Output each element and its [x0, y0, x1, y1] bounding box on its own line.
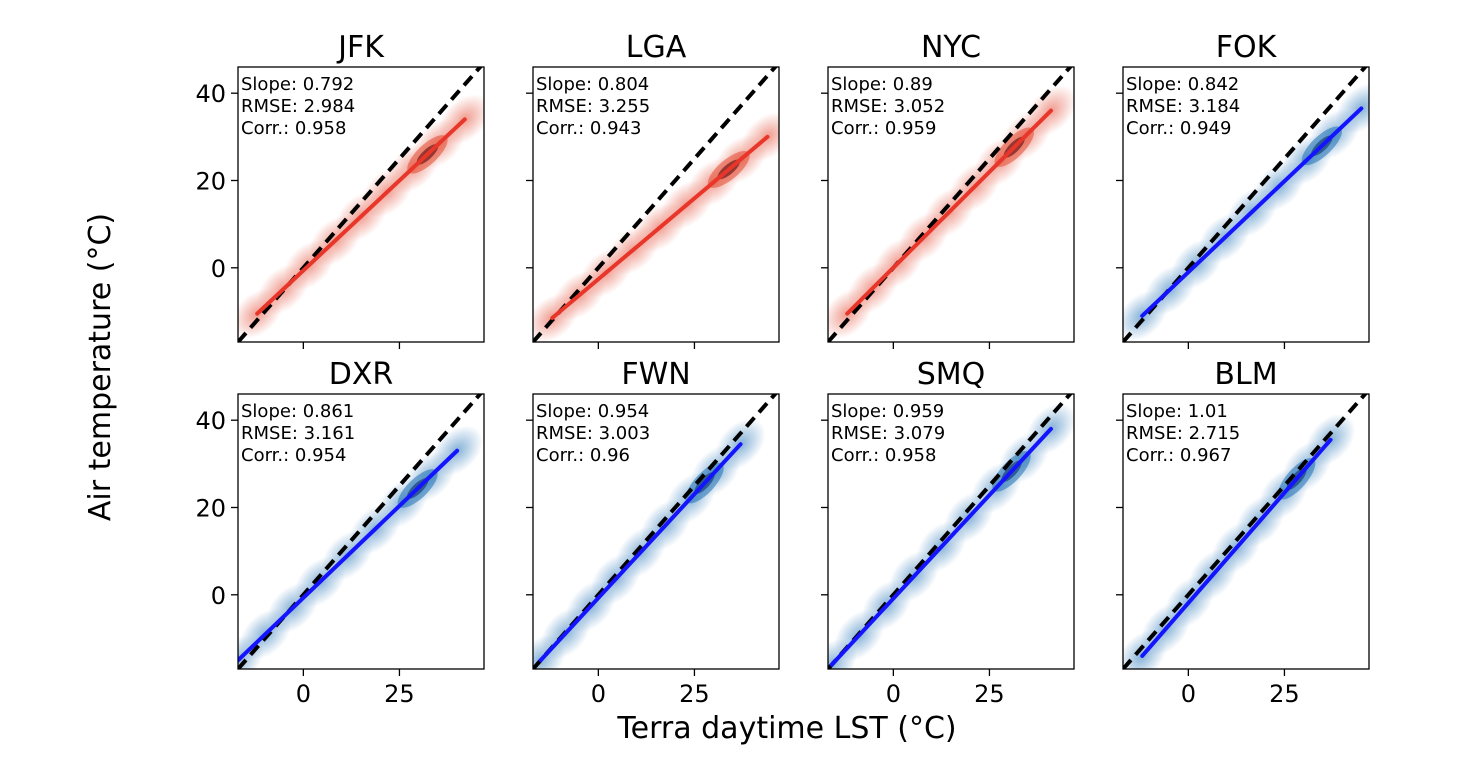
stats-annotation: Slope: 1.01: [1126, 401, 1228, 422]
x-tick-label: 25: [384, 680, 415, 708]
panel-title: BLM: [1214, 357, 1277, 392]
panel-title: LGA: [626, 30, 687, 65]
stats-annotation: RMSE: 3.184: [1126, 96, 1240, 117]
x-tick-label: 25: [679, 680, 710, 708]
fit-line: [1140, 106, 1364, 318]
axes-frame: [532, 66, 780, 343]
plot-area: [828, 67, 1074, 342]
panel-title: SMQ: [917, 357, 986, 392]
x-tick-label: 0: [591, 680, 606, 708]
stats-annotation: Corr.: 0.96: [536, 445, 630, 466]
y-tick-label: 20: [195, 167, 226, 195]
fit-line: [1140, 437, 1333, 658]
stats-annotation: Slope: 0.959: [831, 401, 944, 422]
stats-annotation: RMSE: 3.079: [831, 423, 945, 444]
fit-line: [550, 134, 770, 320]
fit-line: [829, 426, 1053, 667]
panel-title: DXR: [329, 357, 394, 392]
one-to-one-line: [1123, 394, 1368, 669]
stats-annotation: Corr.: 0.967: [1126, 445, 1231, 466]
x-axis-label: Terra daytime LST (°C): [616, 711, 956, 746]
axes-frame: [1122, 393, 1370, 670]
stats-annotation: Corr.: 0.943: [536, 118, 641, 139]
y-tick-label: 0: [211, 582, 226, 610]
plot-area: [533, 394, 778, 669]
x-tick-label: 25: [974, 680, 1005, 708]
y-tick-label: 40: [195, 80, 226, 108]
stats-annotation: RMSE: 3.052: [831, 96, 945, 117]
stats-annotation: Corr.: 0.954: [241, 445, 346, 466]
panel-title: FOK: [1216, 30, 1278, 65]
stats-annotation: Slope: 0.954: [536, 401, 649, 422]
stats-annotation: RMSE: 2.984: [241, 96, 355, 117]
axes-frame: [237, 66, 485, 343]
plot-area: [238, 67, 484, 342]
panel-title: NYC: [921, 30, 981, 65]
stats-annotation: RMSE: 3.161: [241, 423, 355, 444]
stats-annotation: RMSE: 3.003: [536, 423, 650, 444]
stats-annotation: Corr.: 0.959: [831, 118, 936, 139]
stats-annotation: Slope: 0.89: [831, 74, 933, 95]
panel-title: FWN: [621, 357, 690, 392]
axes-frame: [827, 393, 1075, 670]
fit-line: [538, 442, 743, 663]
plot-area: [1123, 394, 1368, 669]
fit-line: [255, 117, 467, 316]
plot-area: [1123, 67, 1369, 342]
x-tick-label: 0: [1181, 680, 1196, 708]
fit-line: [845, 108, 1053, 316]
stats-annotation: RMSE: 3.255: [536, 96, 650, 117]
stats-annotation: Slope: 0.804: [536, 74, 649, 95]
stats-annotation: RMSE: 2.715: [1126, 423, 1240, 444]
x-tick-label: 25: [1269, 680, 1300, 708]
y-tick-label: 40: [195, 407, 226, 435]
one-to-one-line: [533, 67, 778, 342]
x-tick-label: 0: [886, 680, 901, 708]
stats-annotation: Corr.: 0.958: [831, 445, 936, 466]
stats-annotation: Slope: 0.861: [241, 401, 354, 422]
y-tick-label: 0: [211, 255, 226, 283]
fit-line: [238, 448, 460, 663]
plot-area: [828, 394, 1074, 669]
plot-area: [238, 394, 483, 669]
stats-annotation: Corr.: 0.949: [1126, 118, 1231, 139]
panel-title: JFK: [336, 30, 385, 65]
axes-frame: [532, 393, 780, 670]
stats-annotation: Corr.: 0.958: [241, 118, 346, 139]
one-to-one-line: [828, 67, 1073, 342]
plot-area: [533, 67, 779, 342]
stats-annotation: Slope: 0.792: [241, 74, 354, 95]
axes-frame: [237, 393, 485, 670]
x-tick-label: 0: [296, 680, 311, 708]
axes-frame: [1122, 66, 1370, 343]
stats-annotation: Slope: 0.842: [1126, 74, 1239, 95]
y-axis-label: Air temperature (°C): [83, 213, 118, 521]
y-tick-label: 20: [195, 494, 226, 522]
axes-frame: [827, 66, 1075, 343]
